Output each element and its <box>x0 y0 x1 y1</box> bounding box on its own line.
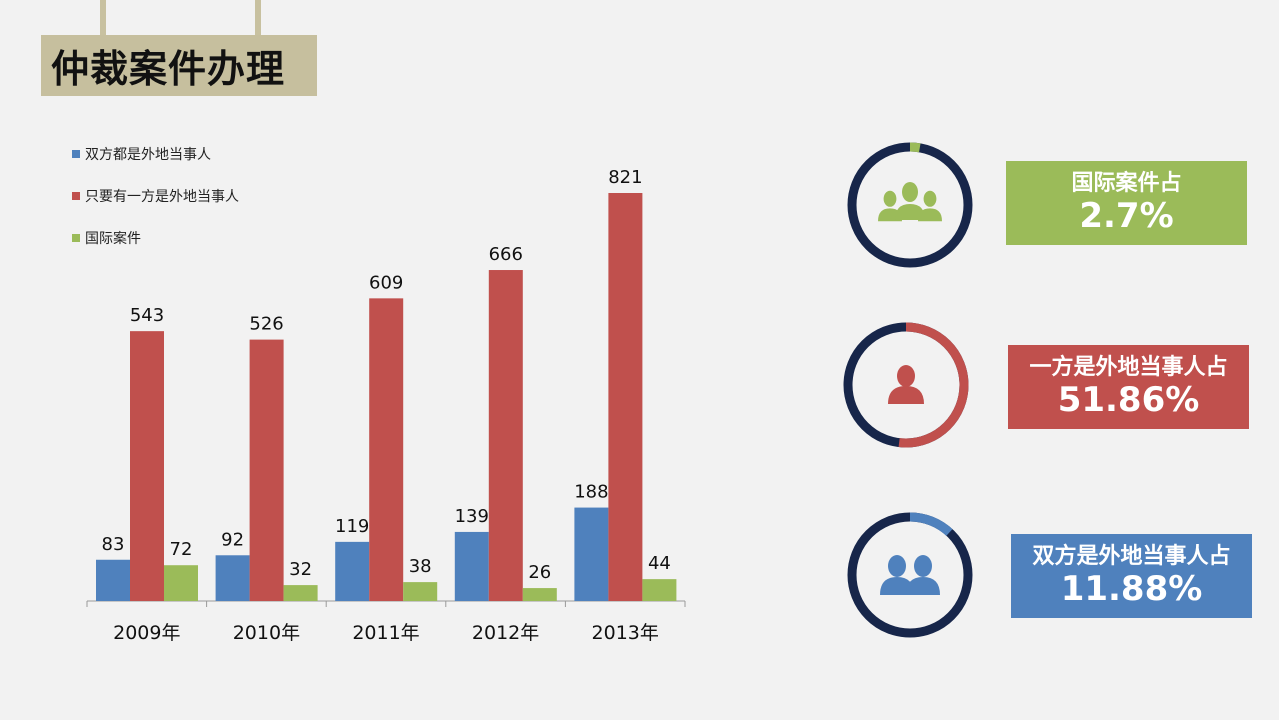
page-title: 仲裁案件办理 <box>51 47 286 91</box>
data-label: 609 <box>369 272 403 293</box>
stat-value: 2.7% <box>1079 196 1174 236</box>
donut-ring <box>847 512 973 638</box>
bar <box>283 585 318 601</box>
data-label: 666 <box>489 244 523 265</box>
x-tick-label: 2011年 <box>352 622 419 644</box>
data-label: 119 <box>335 516 369 537</box>
x-tick-label: 2010年 <box>233 622 300 644</box>
hanger-right <box>255 0 261 36</box>
data-label: 32 <box>289 559 312 580</box>
icon-body <box>880 577 914 595</box>
stat-one-side-remote: 一方是外地当事人占 51.86% <box>1008 345 1249 429</box>
data-label: 72 <box>170 539 193 560</box>
donut-arc <box>847 142 973 268</box>
legend-label: 双方都是外地当事人 <box>85 147 211 163</box>
data-label: 44 <box>648 553 671 574</box>
person-icon <box>888 365 924 404</box>
icon-head <box>923 190 937 207</box>
bar <box>130 331 164 601</box>
icon-head <box>902 182 918 202</box>
hanger-left <box>100 0 106 36</box>
stat-value: 11.88% <box>1060 569 1203 609</box>
donut-arc <box>843 322 969 448</box>
bar <box>369 298 404 601</box>
icon-head <box>897 365 915 387</box>
donut-arc <box>847 512 973 638</box>
bar <box>403 582 438 601</box>
stat-label: 国际案件占 <box>1071 171 1182 196</box>
legend-swatch <box>72 150 80 158</box>
stat-label: 双方是外地当事人占 <box>1032 544 1231 569</box>
bar <box>522 588 557 601</box>
data-label: 83 <box>102 534 125 555</box>
title-banner: 仲裁案件办理 <box>41 35 317 96</box>
icon-body <box>906 577 940 595</box>
donut-one-side-remote <box>843 322 969 448</box>
data-label: 821 <box>608 167 642 188</box>
data-label: 188 <box>574 482 608 503</box>
stat-international: 国际案件占 2.7% <box>1006 161 1247 245</box>
bar <box>608 193 643 601</box>
x-tick-label: 2009年 <box>113 622 180 644</box>
icon-body <box>895 204 925 220</box>
legend-swatch <box>72 192 80 200</box>
x-tick-label: 2012年 <box>472 622 539 644</box>
bar <box>164 565 198 601</box>
bar <box>574 507 609 601</box>
donut-international <box>847 142 973 268</box>
legend-label: 国际案件 <box>85 230 141 247</box>
bar <box>454 531 489 601</box>
group-people-icon <box>878 182 942 222</box>
bar <box>96 559 130 601</box>
bar <box>642 579 677 601</box>
data-label: 139 <box>455 506 489 527</box>
data-label: 543 <box>130 305 164 326</box>
icon-head <box>888 555 906 577</box>
bar <box>335 541 370 601</box>
legend-label: 只要有一方是外地当事人 <box>85 189 239 205</box>
two-people-icon <box>880 555 940 595</box>
icon-head <box>883 190 897 207</box>
data-label: 38 <box>409 556 432 577</box>
data-label: 26 <box>528 562 551 583</box>
icon-head <box>914 555 932 577</box>
data-label: 92 <box>221 529 244 550</box>
x-tick-label: 2013年 <box>592 622 659 644</box>
stat-value: 51.86% <box>1057 380 1200 420</box>
icon-body <box>888 386 924 404</box>
bar <box>249 339 284 601</box>
data-label: 526 <box>249 314 283 335</box>
donut-both-remote <box>847 512 973 638</box>
legend-swatch <box>72 234 80 242</box>
bar <box>488 270 523 601</box>
bar <box>215 555 250 601</box>
stat-label: 一方是外地当事人占 <box>1029 355 1228 380</box>
stat-both-remote: 双方是外地当事人占 11.88% <box>1011 534 1252 618</box>
